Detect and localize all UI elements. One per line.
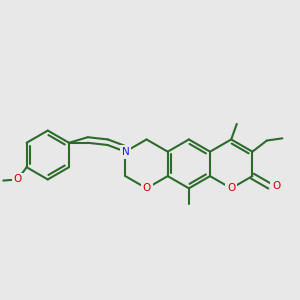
Text: O: O xyxy=(14,174,22,184)
Text: N: N xyxy=(122,147,129,157)
Text: O: O xyxy=(227,183,236,193)
Text: O: O xyxy=(272,181,281,191)
Text: O: O xyxy=(142,183,151,193)
